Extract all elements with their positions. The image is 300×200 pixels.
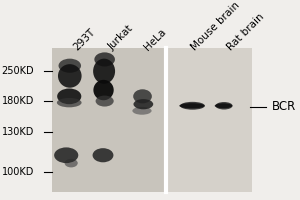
Ellipse shape [93, 59, 115, 84]
Ellipse shape [180, 102, 205, 110]
Text: Jurkat: Jurkat [107, 24, 136, 52]
Text: 100KD: 100KD [2, 167, 34, 177]
Text: 180KD: 180KD [2, 96, 34, 106]
Ellipse shape [58, 59, 81, 73]
Text: 250KD: 250KD [2, 66, 34, 76]
Ellipse shape [94, 52, 115, 67]
Text: Mouse brain: Mouse brain [189, 0, 242, 52]
Text: Rat brain: Rat brain [225, 12, 266, 52]
Text: 130KD: 130KD [2, 127, 34, 137]
Bar [166, 48, 252, 192]
Ellipse shape [57, 98, 82, 107]
Bar [52, 48, 166, 192]
Ellipse shape [215, 102, 232, 110]
Text: BCR: BCR [272, 100, 296, 113]
Ellipse shape [134, 99, 153, 109]
Ellipse shape [133, 89, 152, 103]
Text: HeLa: HeLa [142, 27, 168, 52]
Ellipse shape [64, 159, 78, 167]
Ellipse shape [179, 103, 205, 108]
Ellipse shape [96, 96, 114, 107]
Ellipse shape [54, 147, 78, 163]
Text: 293T: 293T [71, 27, 97, 52]
Ellipse shape [93, 148, 113, 162]
Ellipse shape [215, 103, 232, 108]
Ellipse shape [58, 64, 82, 88]
Ellipse shape [132, 107, 152, 115]
Ellipse shape [93, 80, 114, 100]
Ellipse shape [57, 88, 81, 104]
